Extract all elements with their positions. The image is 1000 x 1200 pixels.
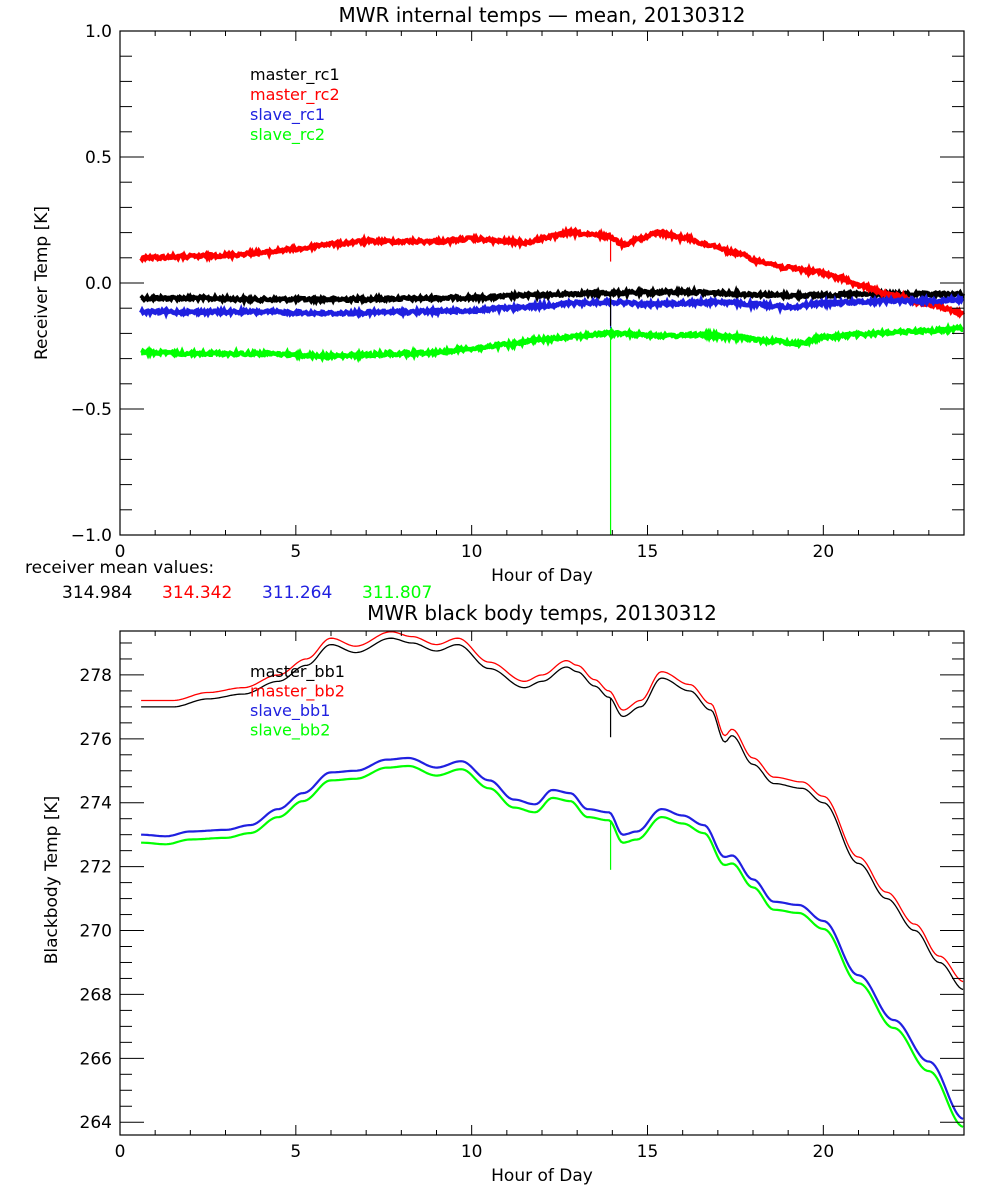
x-tick-label: 20 bbox=[813, 1142, 835, 1162]
x-tick-label: 5 bbox=[290, 542, 301, 562]
receiver-temps-chart: MWR internal temps — mean, 20130312 0 5 10… bbox=[25, 3, 966, 603]
series-line-slave-bb2 bbox=[141, 764, 964, 1128]
y-tick-label: 264 bbox=[80, 1113, 112, 1133]
chart-title: MWR black body temps, 20130312 bbox=[367, 601, 717, 625]
legend-entry-slave-bb1: slave_bb1 bbox=[250, 701, 330, 721]
y-tick-label: 1.0 bbox=[85, 22, 112, 42]
series-line-slave-rc2 bbox=[140, 322, 964, 364]
series-line-slave-rc1 bbox=[139, 293, 965, 320]
x-axis-label: Hour of Day bbox=[491, 1166, 593, 1186]
series-line-master-rc2 bbox=[139, 225, 966, 319]
mean-value-slave-rc2: 311.807 bbox=[362, 583, 432, 603]
y-axis-label: Receiver Temp [K] bbox=[32, 206, 52, 360]
legend-entry-master-rc1: master_rc1 bbox=[250, 65, 340, 85]
x-tick-label: 15 bbox=[637, 542, 659, 562]
x-tick-label: 0 bbox=[115, 1142, 126, 1162]
y-tick-label: 268 bbox=[80, 985, 112, 1005]
legend-entry-slave-bb2: slave_bb2 bbox=[250, 721, 330, 741]
legend-entry-master-bb2: master_bb2 bbox=[250, 682, 345, 702]
series-lines bbox=[139, 225, 966, 535]
y-tick-label: 276 bbox=[80, 730, 112, 750]
plot-frame bbox=[119, 30, 965, 536]
axes: 0 5 10 15 20 264 266 268 270 272 274 276 278 bbox=[80, 630, 965, 1162]
series-line-master-bb1 bbox=[141, 637, 964, 991]
blackbody-temps-chart: MWR black body temps, 20130312 0 5 10 15 20 2… bbox=[42, 601, 965, 1186]
y-tick-label: 270 bbox=[80, 922, 112, 942]
x-tick-label: 10 bbox=[461, 1142, 483, 1162]
mean-values-label: receiver mean values: bbox=[25, 558, 214, 578]
series-line-slave-bb1 bbox=[141, 756, 964, 1120]
series-line-master-rc1 bbox=[139, 284, 966, 308]
y-tick-label: 278 bbox=[80, 666, 112, 686]
y-axis-label: Blackbody Temp [K] bbox=[42, 796, 62, 965]
legend-entry-master-rc2: master_rc2 bbox=[250, 85, 340, 105]
y-tick-label: 274 bbox=[80, 794, 112, 814]
x-tick-label: 5 bbox=[290, 1142, 301, 1162]
mean-value-master-rc1: 314.984 bbox=[62, 583, 132, 603]
y-tick-label: 266 bbox=[80, 1049, 112, 1069]
axes: 0 5 10 15 20 1.0 0.5 0.0 −0.5 −1.0 bbox=[71, 22, 965, 562]
x-tick-label: 20 bbox=[813, 542, 835, 562]
mean-value-master-rc2: 314.342 bbox=[162, 583, 232, 603]
chart-title: MWR internal temps — mean, 20130312 bbox=[338, 3, 745, 27]
series-line-master-bb2 bbox=[141, 631, 964, 983]
legend-entry-slave-rc1: slave_rc1 bbox=[250, 105, 325, 125]
y-tick-label: 0.5 bbox=[85, 148, 112, 168]
series-lines bbox=[141, 631, 964, 1128]
y-tick-label: 272 bbox=[80, 858, 112, 878]
y-tick-label: −0.5 bbox=[71, 400, 112, 420]
x-tick-label: 15 bbox=[637, 1142, 659, 1162]
y-tick-label: 0.0 bbox=[85, 274, 112, 294]
x-tick-label: 10 bbox=[461, 542, 483, 562]
legend-entry-slave-rc2: slave_rc2 bbox=[250, 125, 325, 145]
plot-frame bbox=[119, 630, 965, 1136]
mean-value-slave-rc1: 311.264 bbox=[262, 583, 332, 603]
x-axis-label: Hour of Day bbox=[491, 566, 593, 586]
y-tick-label: −1.0 bbox=[71, 526, 112, 546]
legend-entry-master-bb1: master_bb1 bbox=[250, 662, 345, 682]
x-tick-label: 0 bbox=[115, 542, 126, 562]
mean-values: 314.984 314.342 311.264 311.807 bbox=[62, 583, 432, 603]
